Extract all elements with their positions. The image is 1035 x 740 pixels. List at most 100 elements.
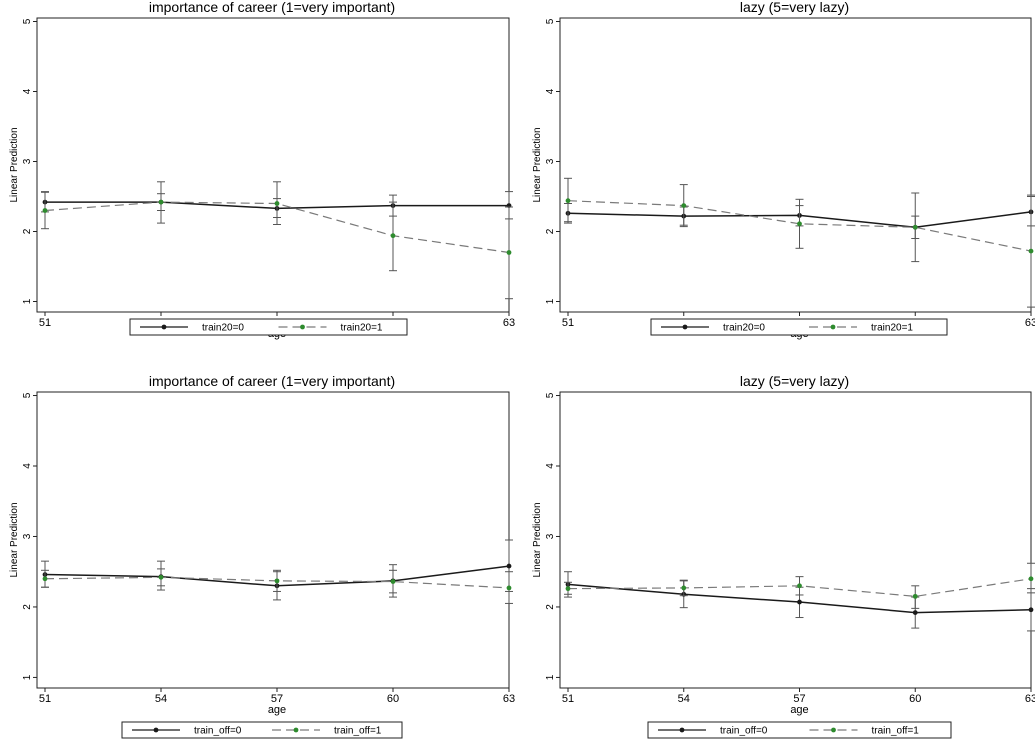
- x-tick-label: 54: [155, 693, 167, 705]
- data-point: [274, 578, 280, 584]
- y-tick-label: 1: [545, 674, 556, 680]
- data-point: [42, 208, 48, 213]
- y-tick-label: 5: [22, 392, 33, 398]
- x-axis-label: age: [268, 704, 286, 716]
- legend-box: [650, 318, 948, 336]
- legend-label: train_off=0: [720, 726, 768, 737]
- data-point: [681, 203, 687, 209]
- x-tick-label: 57: [793, 693, 805, 705]
- x-tick-label: 57: [271, 693, 283, 705]
- y-axis-label: Linear Prediction: [532, 502, 543, 577]
- y-axis-label: Linear Prediction: [9, 502, 20, 577]
- plot-frame: [559, 17, 1032, 313]
- legend-label: train_off=0: [194, 726, 242, 737]
- chart-panel-1: importance of career (1=very important) 1…: [9, 0, 515, 340]
- y-tick-label: 3: [22, 533, 33, 539]
- y-axis-label: Linear Prediction: [9, 127, 20, 202]
- legend-box: [121, 721, 403, 739]
- legend-marker: [830, 324, 836, 330]
- series-2: [41, 181, 513, 300]
- data-point: [158, 199, 164, 205]
- x-tick-label: 51: [562, 317, 574, 329]
- chart-title: lazy (5=very lazy): [740, 373, 849, 389]
- chart-panel-3: importance of career (1=very important) 1…: [9, 373, 515, 739]
- data-point: [42, 576, 48, 582]
- x-tick-label: 63: [503, 317, 515, 329]
- legend-label: train20=0: [202, 323, 244, 334]
- y-axis-label: Linear Prediction: [532, 127, 543, 202]
- y-tick-label: 5: [545, 18, 556, 24]
- x-tick-label: 51: [562, 693, 574, 705]
- data-point: [1028, 607, 1034, 613]
- data-point: [912, 593, 918, 599]
- plot-frame: [36, 17, 510, 313]
- plot-frame: [559, 391, 1032, 689]
- legend-label: train20=1: [341, 323, 383, 334]
- data-point: [1028, 576, 1034, 582]
- legend-marker: [153, 727, 159, 733]
- x-tick-label: 51: [39, 693, 51, 705]
- data-point: [274, 201, 280, 206]
- legend: train20=0 train20=1: [129, 318, 408, 336]
- y-tick-label: 1: [22, 298, 33, 304]
- x-tick-label: 63: [503, 693, 515, 705]
- legend-marker: [161, 324, 167, 330]
- legend-box: [647, 721, 952, 739]
- x-tick-label: 60: [387, 693, 399, 705]
- legend: train_off=0 train_off=1: [121, 721, 403, 739]
- legend-marker: [679, 727, 685, 733]
- y-tick-label: 4: [545, 88, 556, 94]
- plot-frame: [36, 391, 510, 689]
- chart-panel-2: lazy (5=very lazy) 1 2 3 4 5 Linear Prediction…: [532, 0, 1035, 340]
- y-tick-label: 3: [545, 533, 556, 539]
- chart-panel-4: lazy (5=very lazy) 1 2 3 4 5 Linear Prediction…: [532, 373, 1035, 739]
- y-tick-label: 3: [545, 158, 556, 164]
- y-tick-label: 1: [545, 298, 556, 304]
- legend: train20=0 train20=1: [650, 318, 948, 336]
- data-point: [390, 233, 396, 239]
- data-point: [912, 610, 918, 615]
- y-tick-label: 2: [545, 228, 556, 234]
- y-tick-label: 5: [545, 392, 556, 398]
- legend-label: train_off=1: [334, 726, 382, 737]
- y-tick-label: 2: [22, 604, 33, 610]
- y-tick-label: 5: [22, 18, 33, 24]
- x-tick-label: 51: [39, 317, 51, 329]
- legend-box: [129, 318, 408, 336]
- x-tick-label: 60: [909, 693, 921, 705]
- data-point: [1028, 248, 1034, 254]
- y-tick-label: 4: [22, 88, 33, 94]
- y-tick-label: 4: [22, 463, 33, 469]
- legend-label: train_off=1: [872, 726, 920, 737]
- series-2: [564, 177, 1035, 308]
- series-2: [41, 568, 513, 604]
- series-2: [564, 562, 1035, 609]
- legend-marker: [300, 324, 305, 330]
- data-point: [158, 574, 164, 580]
- series-line: [567, 200, 1032, 252]
- data-point: [565, 586, 571, 592]
- chart-title: importance of career (1=very important): [149, 373, 395, 389]
- legend-label: train20=1: [871, 323, 913, 334]
- chart-title: importance of career (1=very important): [149, 0, 395, 15]
- legend-marker: [293, 727, 299, 733]
- data-point: [506, 250, 512, 255]
- y-tick-label: 3: [22, 158, 33, 164]
- data-point: [912, 224, 918, 230]
- data-point: [506, 563, 512, 569]
- data-point: [797, 599, 802, 605]
- legend-marker: [682, 324, 688, 330]
- y-tick-label: 4: [545, 463, 556, 469]
- y-tick-label: 2: [545, 604, 556, 610]
- legend: train_off=0 train_off=1: [647, 721, 952, 739]
- chart-title: lazy (5=very lazy): [740, 0, 849, 15]
- data-point: [506, 585, 512, 591]
- y-tick-label: 1: [22, 674, 33, 680]
- data-point: [681, 585, 687, 591]
- x-axis-label: age: [790, 704, 808, 716]
- x-tick-label: 54: [678, 693, 690, 705]
- data-point: [797, 221, 802, 227]
- x-tick-label: 63: [1025, 317, 1035, 329]
- legend-marker: [831, 727, 836, 733]
